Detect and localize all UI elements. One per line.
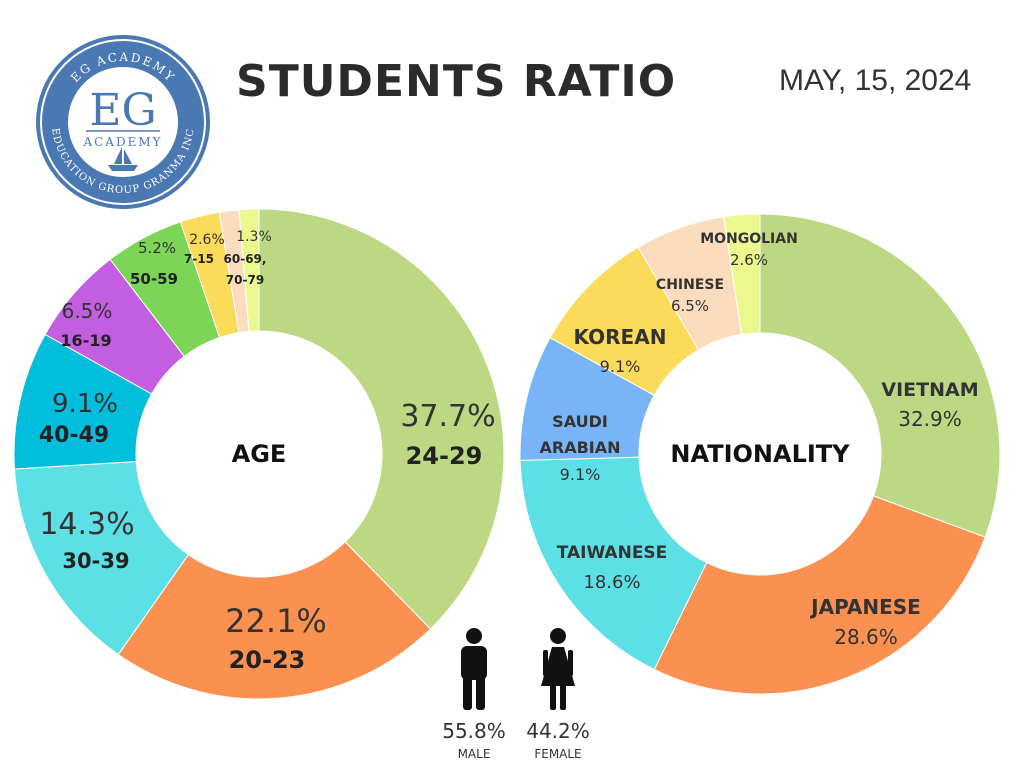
nationality-value-label: 32.9% [898,407,962,431]
age-donut-hole [136,331,382,577]
age-category-label: 70-79 [226,273,264,287]
nationality-category-label: TAIWANESE [557,543,668,563]
nationality-donut-chart: NATIONALITY VIETNAM 32.9% JAPANESE 28.6% TAIW… [519,213,1001,695]
age-category-label: 20-23 [229,646,306,674]
nationality-category-label: MONGOLIAN [700,231,798,247]
gender-ratio: 55.8% MALE 44.2% FEMALE [442,628,590,761]
age-category-label: 7-15 [184,252,214,266]
page-title: STUDENTS RATIO [236,56,677,107]
logo-word: ACADEMY [82,135,162,149]
gender-value-label: 44.2% [526,719,590,743]
report-date: MAY, 15, 2024 [779,64,972,97]
nationality-center-label: NATIONALITY [670,440,850,468]
age-category-label: 60-69, [224,252,267,266]
age-category-label: 30-39 [62,549,129,573]
age-category-label: 24-29 [406,442,483,470]
age-value-label: 2.6% [189,232,225,248]
age-category-label: 50-59 [130,270,178,288]
age-value-label: 1.3% [236,229,272,245]
gender-value-label: 55.8% [442,719,506,743]
age-value-label: 37.7% [400,399,495,434]
nationality-category-label: ARABIAN [539,438,620,457]
age-category-label: 16-19 [60,331,111,350]
age-value-label: 9.1% [52,389,118,419]
nationality-value-label: 2.6% [730,251,768,269]
nationality-category-label: JAPANESE [809,595,921,619]
gender-category-label: MALE [458,747,491,761]
gender-category-label: FEMALE [534,747,581,761]
age-category-label: 40-49 [39,423,109,448]
eg-academy-logo: EG ACADEMY EDUCATION GROUP GRANMA INC EG… [36,35,210,209]
nationality-category-label: CHINESE [656,277,724,293]
age-donut-chart: AGE 24-29 37.7% 20-23 22.1% 30-39 14.3% 40-49 9.… [13,208,505,700]
age-value-label: 5.2% [138,239,176,257]
nationality-category-label: VIETNAM [881,379,978,401]
nationality-value-label: 6.5% [671,297,709,315]
nationality-value-label: 28.6% [834,625,898,649]
logo-letters: EG [89,85,156,136]
nationality-donut-hole [639,333,881,575]
nationality-value-label: 9.1% [560,465,601,484]
nationality-category-label: SAUDI [552,412,608,431]
age-value-label: 22.1% [225,602,327,640]
age-center-label: AGE [232,440,287,468]
male-icon [461,628,487,710]
nationality-category-label: KOREAN [574,325,667,349]
female-icon [541,628,575,710]
nationality-value-label: 18.6% [583,572,640,593]
nationality-value-label: 9.1% [600,357,641,376]
ship-icon [108,147,138,171]
age-value-label: 6.5% [62,299,113,323]
age-value-label: 14.3% [39,507,134,542]
